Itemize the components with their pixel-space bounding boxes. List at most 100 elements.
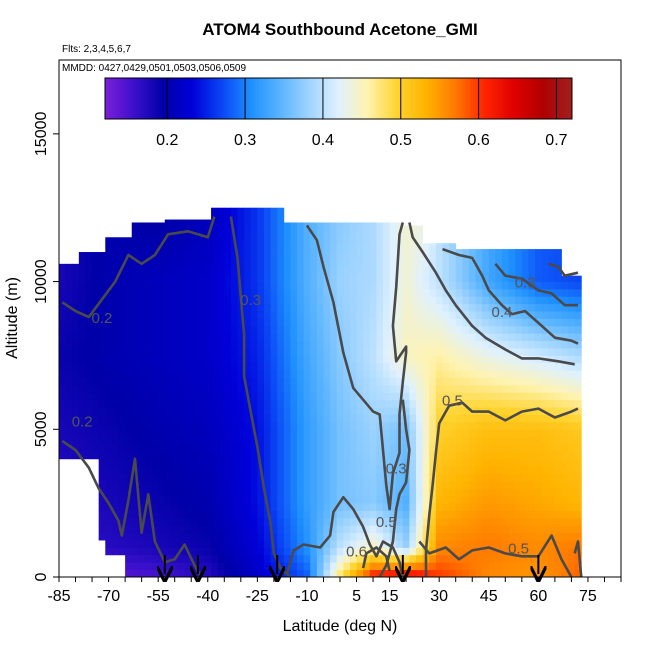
heatmap-cell [356,333,364,342]
heatmap-cell [435,399,443,408]
heatmap-cell [250,436,258,445]
heatmap-cell [561,407,569,415]
heatmap-cell [250,348,258,356]
heatmap-cell [330,429,338,438]
heatmap-cell [144,407,152,415]
heatmap-cell [224,340,232,349]
heatmap-cell [158,377,166,386]
heatmap-cell [468,362,476,371]
heatmap-cell [468,333,476,342]
heatmap-cell [356,340,364,349]
heatmap-cell [204,348,212,356]
heatmap-cell [482,355,490,364]
heatmap-cell [131,488,139,497]
heatmap-cell [78,407,86,415]
heatmap-cell [482,392,490,401]
heatmap-cell [349,281,357,290]
heatmap-cell [462,340,470,349]
heatmap-cell [105,503,113,511]
heatmap-cell [455,266,463,275]
heatmap-cell [541,562,549,571]
heatmap-cell [482,421,490,430]
heatmap-cell [416,421,424,430]
heatmap-cell [310,444,318,452]
heatmap-cell [257,318,265,327]
heatmap-cell [376,429,384,438]
heatmap-cell [244,510,252,519]
heatmap-cell [297,399,305,408]
heatmap-cell [528,540,536,548]
heatmap-cell [250,252,258,260]
heatmap-cell [554,392,562,401]
heatmap-cell [158,340,166,349]
heatmap-cell [125,237,133,246]
heatmap-cell [125,569,133,577]
heatmap-cell [363,274,371,282]
heatmap-cell [191,436,199,445]
heatmap-cell [528,451,536,460]
heatmap-cell [197,229,205,238]
heatmap-cell [521,325,529,334]
heatmap-cell [237,488,245,497]
heatmap-cell [277,473,285,482]
heatmap-cell [475,540,483,548]
heatmap-cell [330,444,338,452]
heatmap-cell [65,392,73,401]
heatmap-cell [568,540,576,548]
heatmap-cell [343,473,351,482]
heatmap-cell [211,318,219,327]
heatmap-cell [376,362,384,371]
heatmap-cell [548,340,556,349]
heatmap-cell [548,407,556,415]
x-tick-label: 45 [480,588,498,605]
heatmap-cell [535,399,543,408]
heatmap-cell [568,429,576,438]
heatmap-cell [528,311,536,319]
heatmap-cell [178,480,186,489]
heatmap-cell [442,384,450,393]
heatmap-cell [191,488,199,497]
heatmap-cell [382,569,390,577]
heatmap-cell [482,495,490,504]
heatmap-cell [184,458,192,467]
heatmap-cell [78,259,86,268]
heatmap-cell [495,325,503,334]
heatmap-cell [449,503,457,511]
heatmap-cell [144,259,152,268]
heatmap-cell [310,355,318,364]
heatmap-cell [429,466,437,474]
heatmap-cell [277,229,285,238]
heatmap-cell [303,333,311,342]
heatmap-cell [548,384,556,393]
heatmap-cell [111,480,119,489]
heatmap-cell [250,318,258,327]
heatmap-cell [548,259,556,268]
heatmap-cell [316,296,324,305]
heatmap-cell [92,318,100,327]
heatmap-cell [290,569,298,577]
heatmap-cell [429,243,437,246]
heatmap-cell [283,325,291,334]
heatmap-cell [336,303,344,312]
heatmap-cell [230,288,238,297]
heatmap-cell [508,451,516,460]
heatmap-cell [455,562,463,571]
heatmap-cell [144,444,152,452]
heatmap-cell [462,274,470,282]
heatmap-cell [244,525,252,534]
heatmap-cell [468,569,476,577]
heatmap-cell [263,266,271,275]
heatmap-cell [59,281,67,290]
heatmap-cell [111,495,119,504]
heatmap-cell [349,562,357,571]
contour-labels: 0.20.20.30.30.30.40.50.50.50.6 [72,274,536,560]
heatmap-cell [270,444,278,452]
heatmap-field [59,207,582,577]
heatmap-cell [442,510,450,519]
heatmap-cell [343,562,351,571]
heatmap-cell [343,244,351,253]
heatmap-cell [343,252,351,260]
heatmap-cell [495,311,503,319]
heatmap-cell [217,488,225,497]
heatmap-cell [270,377,278,386]
